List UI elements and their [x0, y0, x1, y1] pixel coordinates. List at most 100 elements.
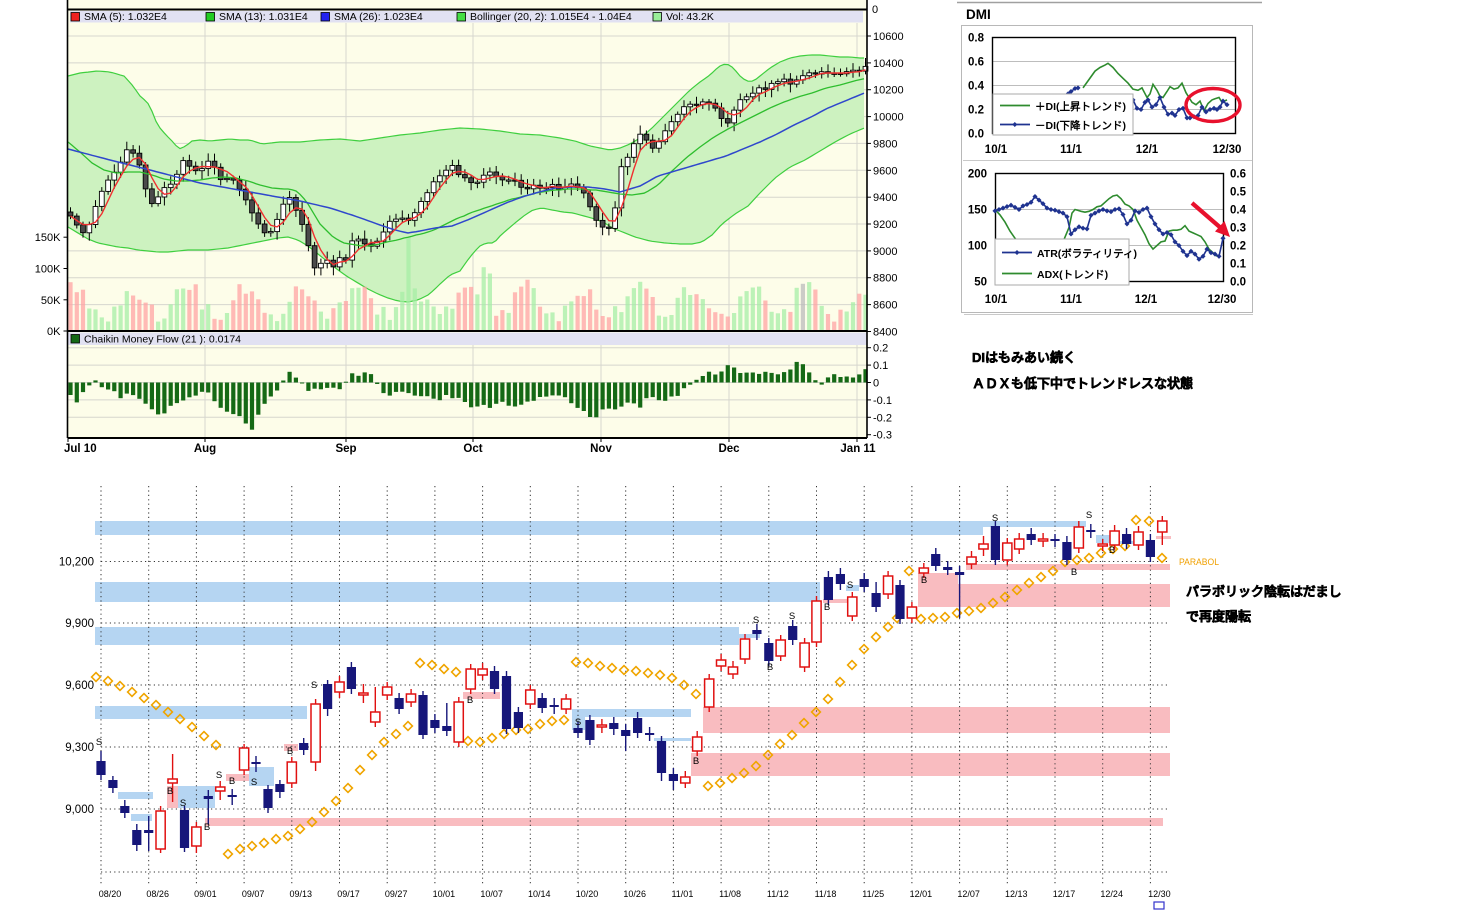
svg-text:S: S	[992, 513, 998, 524]
svg-text:Jan 11: Jan 11	[840, 443, 876, 455]
svg-text:B: B	[693, 756, 699, 767]
svg-text:9,000: 9,000	[65, 804, 94, 816]
svg-text:09/17: 09/17	[337, 889, 360, 899]
svg-text:で再度陽転: で再度陽転	[1186, 609, 1251, 624]
svg-text:09/27: 09/27	[385, 889, 408, 899]
svg-text:0.0: 0.0	[968, 129, 984, 141]
svg-text:0.8: 0.8	[968, 33, 985, 45]
svg-text:09/01: 09/01	[194, 889, 217, 899]
svg-text:11/1: 11/1	[1060, 294, 1082, 306]
svg-text:Dec: Dec	[718, 443, 740, 455]
svg-text:50K: 50K	[41, 295, 61, 307]
svg-text:9,300: 9,300	[65, 742, 94, 754]
svg-text:0: 0	[872, 4, 878, 16]
svg-text:パラボリック陰転はだまし: パラボリック陰転はだまし	[1186, 584, 1341, 599]
svg-text:0.3: 0.3	[1230, 223, 1246, 235]
svg-text:0.2: 0.2	[968, 105, 984, 117]
svg-text:PARABOL: PARABOL	[1179, 557, 1219, 567]
svg-text:DIはもみあい続く: DIはもみあい続く	[972, 350, 1076, 365]
svg-text:0.4: 0.4	[968, 81, 985, 93]
svg-text:S: S	[1086, 510, 1092, 521]
svg-text:Oct: Oct	[463, 443, 482, 455]
svg-text:Jul 10: Jul 10	[64, 443, 97, 455]
svg-text:0.6: 0.6	[1230, 169, 1246, 181]
svg-text:B: B	[767, 662, 773, 673]
svg-text:9600: 9600	[873, 165, 897, 177]
svg-text:S: S	[311, 680, 317, 691]
svg-text:B: B	[1109, 545, 1115, 556]
svg-text:9,900: 9,900	[65, 618, 94, 630]
svg-text:10600: 10600	[873, 31, 904, 43]
svg-text:-0.2: -0.2	[873, 412, 892, 424]
svg-text:0.2: 0.2	[1230, 241, 1246, 253]
svg-text:10/14: 10/14	[528, 889, 551, 899]
svg-text:12/24: 12/24	[1100, 889, 1123, 899]
svg-text:12/30: 12/30	[1213, 144, 1242, 156]
svg-text:0.2: 0.2	[873, 343, 888, 355]
svg-text:10/20: 10/20	[576, 889, 599, 899]
svg-text:10/01: 10/01	[433, 889, 456, 899]
svg-text:9400: 9400	[873, 192, 897, 204]
svg-text:12/1: 12/1	[1136, 144, 1159, 156]
svg-text:DMI: DMI	[966, 7, 991, 22]
svg-text:0.1: 0.1	[1230, 259, 1247, 271]
svg-text:S: S	[216, 770, 222, 781]
svg-text:B: B	[921, 575, 927, 586]
svg-text:S: S	[575, 717, 581, 728]
svg-text:200: 200	[968, 169, 987, 181]
svg-text:B: B	[467, 695, 473, 706]
svg-text:10/1: 10/1	[985, 294, 1008, 306]
svg-text:Aug: Aug	[194, 443, 216, 455]
svg-text:ADX(トレンド): ADX(トレンド)	[1037, 269, 1108, 281]
svg-text:08/26: 08/26	[146, 889, 169, 899]
svg-text:Sep: Sep	[335, 443, 356, 455]
svg-text:-0.3: -0.3	[873, 430, 892, 442]
svg-text:10000: 10000	[873, 112, 904, 124]
svg-text:-0.1: -0.1	[873, 395, 892, 407]
svg-text:Vol: 43.2K: Vol: 43.2K	[666, 11, 714, 23]
svg-text:50: 50	[974, 277, 987, 289]
svg-text:10/26: 10/26	[623, 889, 646, 899]
svg-text:Chaikin Money Flow (21 ): 0.01: Chaikin Money Flow (21 ): 0.0174	[84, 334, 241, 346]
svg-text:SMA (5): 1.032E4: SMA (5): 1.032E4	[84, 11, 167, 23]
svg-text:11/25: 11/25	[862, 889, 884, 899]
svg-text:9,600: 9,600	[65, 680, 94, 692]
svg-text:12/13: 12/13	[1005, 889, 1028, 899]
svg-text:10,200: 10,200	[59, 557, 94, 569]
svg-text:ＡＤＸも低下中でトレンドレスな状態: ＡＤＸも低下中でトレンドレスな状態	[972, 376, 1193, 391]
svg-text:0.6: 0.6	[968, 57, 984, 69]
svg-text:11/01: 11/01	[671, 889, 693, 899]
svg-text:0.5: 0.5	[1230, 187, 1247, 199]
svg-text:B: B	[229, 776, 235, 787]
svg-text:B: B	[824, 602, 830, 613]
svg-text:B: B	[204, 822, 210, 833]
svg-text:12/30: 12/30	[1208, 294, 1237, 306]
svg-text:10/1: 10/1	[985, 144, 1008, 156]
svg-text:10/07: 10/07	[480, 889, 503, 899]
svg-text:0: 0	[873, 378, 879, 390]
svg-text:9800: 9800	[873, 138, 897, 150]
svg-text:SMA (26): 1.023E4: SMA (26): 1.023E4	[334, 11, 423, 23]
svg-text:8600: 8600	[873, 300, 897, 312]
svg-text:12/17: 12/17	[1053, 889, 1076, 899]
svg-text:150K: 150K	[35, 232, 61, 244]
svg-text:S: S	[789, 611, 795, 622]
svg-text:Nov: Nov	[590, 443, 612, 455]
svg-text:9200: 9200	[873, 219, 897, 231]
svg-text:－DI(下降トレンド): －DI(下降トレンド)	[1035, 119, 1126, 132]
svg-text:12/30: 12/30	[1148, 889, 1171, 899]
svg-text:B: B	[1071, 567, 1077, 578]
svg-text:0.4: 0.4	[1230, 205, 1247, 217]
svg-text:11/1: 11/1	[1060, 144, 1082, 156]
svg-text:8800: 8800	[873, 273, 897, 285]
svg-text:S: S	[847, 580, 853, 591]
svg-text:150: 150	[968, 205, 987, 217]
svg-text:9000: 9000	[873, 246, 897, 258]
svg-text:S: S	[251, 777, 257, 788]
svg-text:＋DI(上昇トレンド): ＋DI(上昇トレンド)	[1035, 100, 1126, 113]
svg-text:12/1: 12/1	[1135, 294, 1158, 306]
svg-text:10400: 10400	[873, 58, 904, 70]
svg-text:B: B	[287, 746, 293, 757]
svg-text:100: 100	[968, 241, 987, 253]
svg-text:SMA (13): 1.031E4: SMA (13): 1.031E4	[219, 11, 308, 23]
